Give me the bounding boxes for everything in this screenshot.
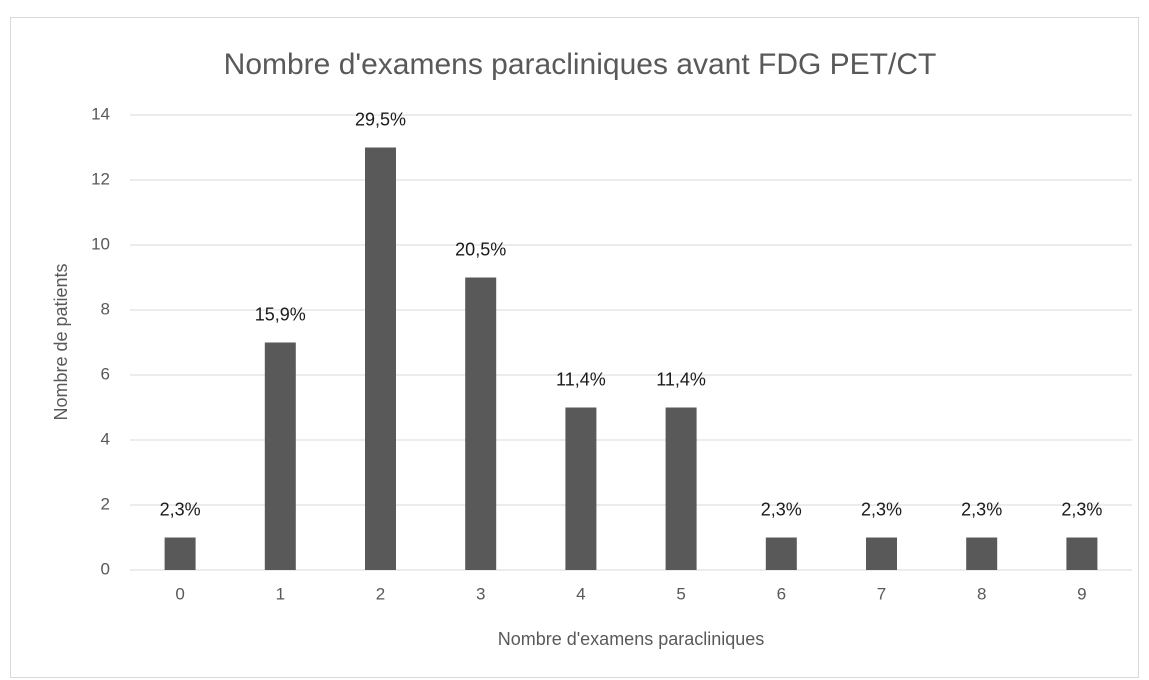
data-label: 15,9% bbox=[255, 304, 306, 324]
y-tick-label: 0 bbox=[101, 559, 110, 578]
bar bbox=[365, 147, 396, 570]
bar bbox=[665, 407, 697, 570]
y-tick-label: 8 bbox=[101, 299, 110, 318]
bar bbox=[264, 342, 296, 570]
y-tick-label: 6 bbox=[101, 364, 110, 383]
bar bbox=[565, 407, 597, 570]
x-tick-label: 2 bbox=[376, 584, 385, 603]
x-tick-label: 9 bbox=[1077, 584, 1086, 603]
y-tick-label: 10 bbox=[91, 234, 110, 253]
data-label: 2,3% bbox=[861, 499, 902, 519]
bar bbox=[966, 537, 998, 570]
chart-border bbox=[10, 17, 1139, 678]
x-tick-label: 4 bbox=[576, 584, 585, 603]
bar bbox=[1066, 537, 1098, 570]
x-tick-label: 7 bbox=[877, 584, 886, 603]
y-tick-label: 2 bbox=[101, 494, 110, 513]
y-tick-label: 12 bbox=[91, 169, 110, 188]
x-tick-label: 5 bbox=[676, 584, 685, 603]
bar bbox=[164, 537, 196, 570]
data-label: 20,5% bbox=[455, 239, 506, 259]
data-label: 11,4% bbox=[656, 369, 706, 389]
x-axis-label: Nombre d'examens paracliniques bbox=[498, 629, 765, 649]
chart-title: Nombre d'examens paracliniques avant FDG… bbox=[224, 48, 937, 81]
y-tick-label: 4 bbox=[101, 429, 110, 448]
y-axis-label: Nombre de patients bbox=[51, 263, 71, 420]
data-label: 2,3% bbox=[1061, 499, 1102, 519]
bar bbox=[866, 537, 897, 570]
x-tick-label: 8 bbox=[977, 584, 986, 603]
data-label: 29,5% bbox=[355, 109, 406, 129]
x-tick-label: 6 bbox=[777, 584, 786, 603]
data-label: 2,3% bbox=[761, 499, 802, 519]
x-tick-label: 3 bbox=[476, 584, 485, 603]
bar bbox=[765, 537, 797, 570]
y-tick-label: 14 bbox=[91, 104, 110, 123]
x-tick-label: 0 bbox=[175, 584, 184, 603]
data-label: 11,4% bbox=[556, 369, 606, 389]
data-label: 2,3% bbox=[961, 499, 1002, 519]
x-tick-label: 1 bbox=[276, 584, 285, 603]
bar bbox=[465, 277, 497, 570]
data-label: 2,3% bbox=[160, 499, 201, 519]
